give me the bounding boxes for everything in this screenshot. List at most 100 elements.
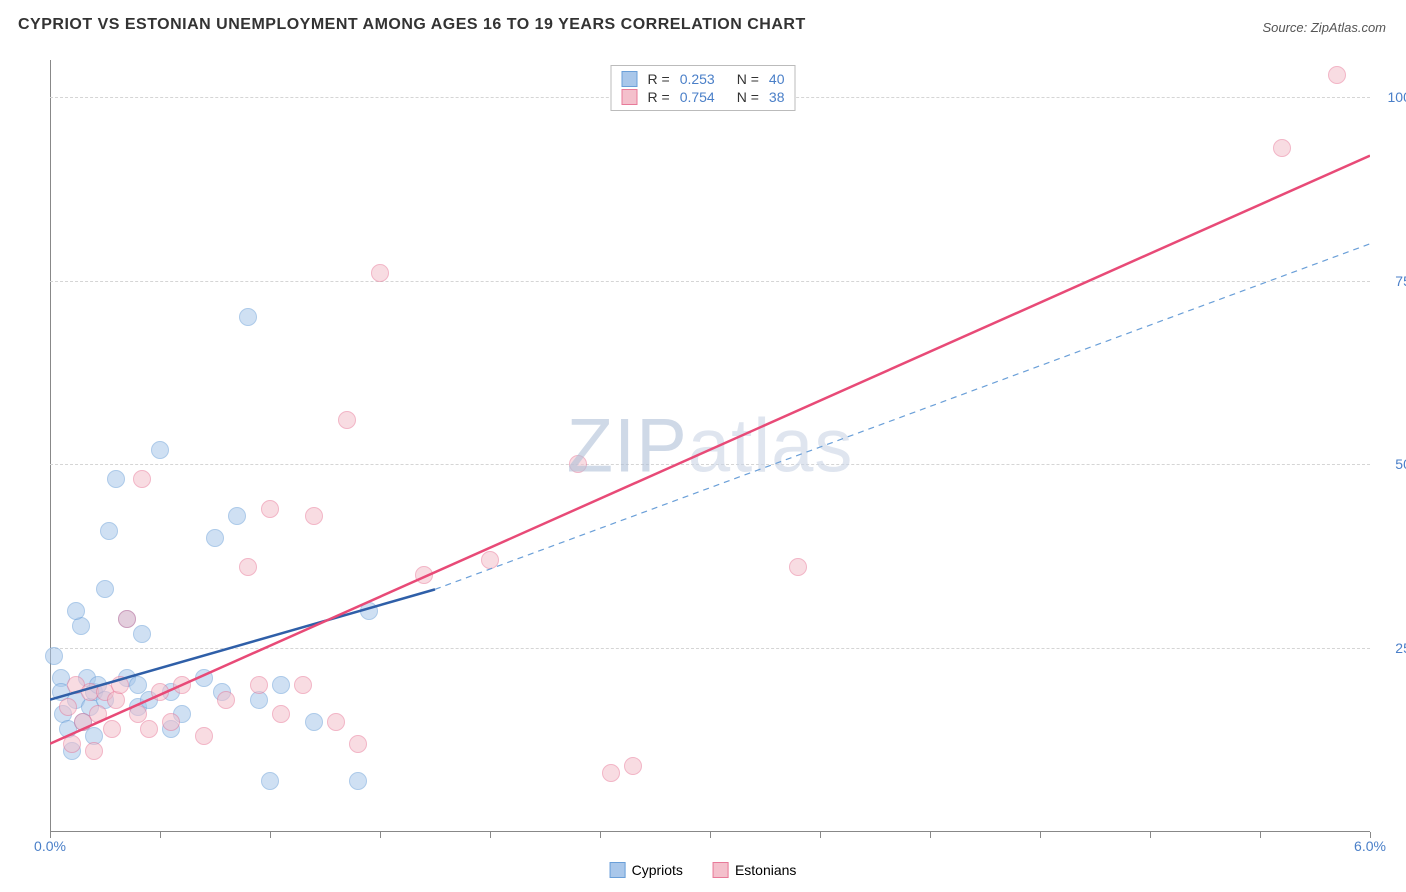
data-point xyxy=(371,264,389,282)
xtick-mark xyxy=(820,832,821,838)
watermark: ZIPatlas xyxy=(567,403,854,490)
data-point xyxy=(173,676,191,694)
data-point xyxy=(103,720,121,738)
data-point xyxy=(481,551,499,569)
legend-r-value: 0.754 xyxy=(680,89,715,105)
data-point xyxy=(624,757,642,775)
legend-series-label: Estonians xyxy=(735,862,796,878)
data-point xyxy=(338,411,356,429)
data-point xyxy=(789,558,807,576)
xtick-mark xyxy=(380,832,381,838)
data-point xyxy=(327,713,345,731)
data-point xyxy=(89,705,107,723)
data-point xyxy=(305,713,323,731)
xtick-label: 6.0% xyxy=(1354,838,1386,854)
y-axis-line xyxy=(50,60,51,832)
gridline-h xyxy=(50,281,1370,282)
data-point xyxy=(228,507,246,525)
data-point xyxy=(195,669,213,687)
legend-swatch xyxy=(622,89,638,105)
xtick-mark xyxy=(1260,832,1261,838)
data-point xyxy=(250,676,268,694)
data-point xyxy=(45,647,63,665)
data-point xyxy=(133,625,151,643)
data-point xyxy=(272,705,290,723)
data-point xyxy=(217,691,235,709)
trend-line xyxy=(50,156,1370,744)
xtick-mark xyxy=(490,832,491,838)
data-point xyxy=(349,735,367,753)
legend-row: R = 0.253 N = 40 xyxy=(622,70,785,88)
data-point xyxy=(151,441,169,459)
data-point xyxy=(67,602,85,620)
data-point xyxy=(133,470,151,488)
gridline-h xyxy=(50,464,1370,465)
ytick-label: 25.0% xyxy=(1380,640,1406,656)
data-point xyxy=(272,676,290,694)
data-point xyxy=(569,455,587,473)
data-point xyxy=(294,676,312,694)
xtick-mark xyxy=(1040,832,1041,838)
ytick-label: 100.0% xyxy=(1380,89,1406,105)
legend-series: Cypriots Estonians xyxy=(610,862,797,878)
data-point xyxy=(415,566,433,584)
data-point xyxy=(239,558,257,576)
data-point xyxy=(349,772,367,790)
legend-n-value: 38 xyxy=(769,89,785,105)
watermark-bold: ZIP xyxy=(567,404,688,489)
legend-n-label: N = xyxy=(737,89,759,105)
xtick-mark xyxy=(930,832,931,838)
data-point xyxy=(111,676,129,694)
trend-lines-svg xyxy=(50,60,1370,832)
legend-r-label: R = xyxy=(648,89,670,105)
xtick-mark xyxy=(160,832,161,838)
data-point xyxy=(1273,139,1291,157)
xtick-label: 0.0% xyxy=(34,838,66,854)
legend-series-label: Cypriots xyxy=(632,862,683,878)
source-attribution: Source: ZipAtlas.com xyxy=(1262,20,1386,35)
data-point xyxy=(195,727,213,745)
legend-n-label: N = xyxy=(737,71,759,87)
plot-inner: ZIPatlas 25.0%50.0%75.0%100.0%0.0%6.0% xyxy=(50,60,1370,832)
legend-correlation: R = 0.253 N = 40 R = 0.754 N = 38 xyxy=(611,65,796,111)
data-point xyxy=(85,742,103,760)
ytick-label: 75.0% xyxy=(1380,273,1406,289)
legend-series-item: Estonians xyxy=(713,862,796,878)
watermark-light: atlas xyxy=(688,404,854,489)
legend-n-value: 40 xyxy=(769,71,785,87)
chart-container: CYPRIOT VS ESTONIAN UNEMPLOYMENT AMONG A… xyxy=(0,0,1406,892)
xtick-mark xyxy=(270,832,271,838)
data-point xyxy=(261,500,279,518)
data-point xyxy=(100,522,118,540)
legend-swatch xyxy=(622,71,638,87)
data-point xyxy=(151,683,169,701)
data-point xyxy=(140,720,158,738)
data-point xyxy=(261,772,279,790)
data-point xyxy=(118,610,136,628)
legend-r-value: 0.253 xyxy=(680,71,715,87)
data-point xyxy=(360,602,378,620)
plot-area: ZIPatlas 25.0%50.0%75.0%100.0%0.0%6.0% xyxy=(50,60,1370,832)
gridline-h xyxy=(50,648,1370,649)
legend-swatch xyxy=(713,862,729,878)
data-point xyxy=(1328,66,1346,84)
data-point xyxy=(96,580,114,598)
data-point xyxy=(162,713,180,731)
data-point xyxy=(63,735,81,753)
data-point xyxy=(107,470,125,488)
xtick-mark xyxy=(710,832,711,838)
xtick-mark xyxy=(600,832,601,838)
trend-line xyxy=(435,244,1370,590)
legend-swatch xyxy=(610,862,626,878)
chart-title: CYPRIOT VS ESTONIAN UNEMPLOYMENT AMONG A… xyxy=(18,16,806,34)
data-point xyxy=(239,308,257,326)
data-point xyxy=(59,698,77,716)
ytick-label: 50.0% xyxy=(1380,456,1406,472)
legend-row: R = 0.754 N = 38 xyxy=(622,88,785,106)
legend-r-label: R = xyxy=(648,71,670,87)
legend-series-item: Cypriots xyxy=(610,862,683,878)
data-point xyxy=(305,507,323,525)
data-point xyxy=(602,764,620,782)
xtick-mark xyxy=(1150,832,1151,838)
data-point xyxy=(206,529,224,547)
